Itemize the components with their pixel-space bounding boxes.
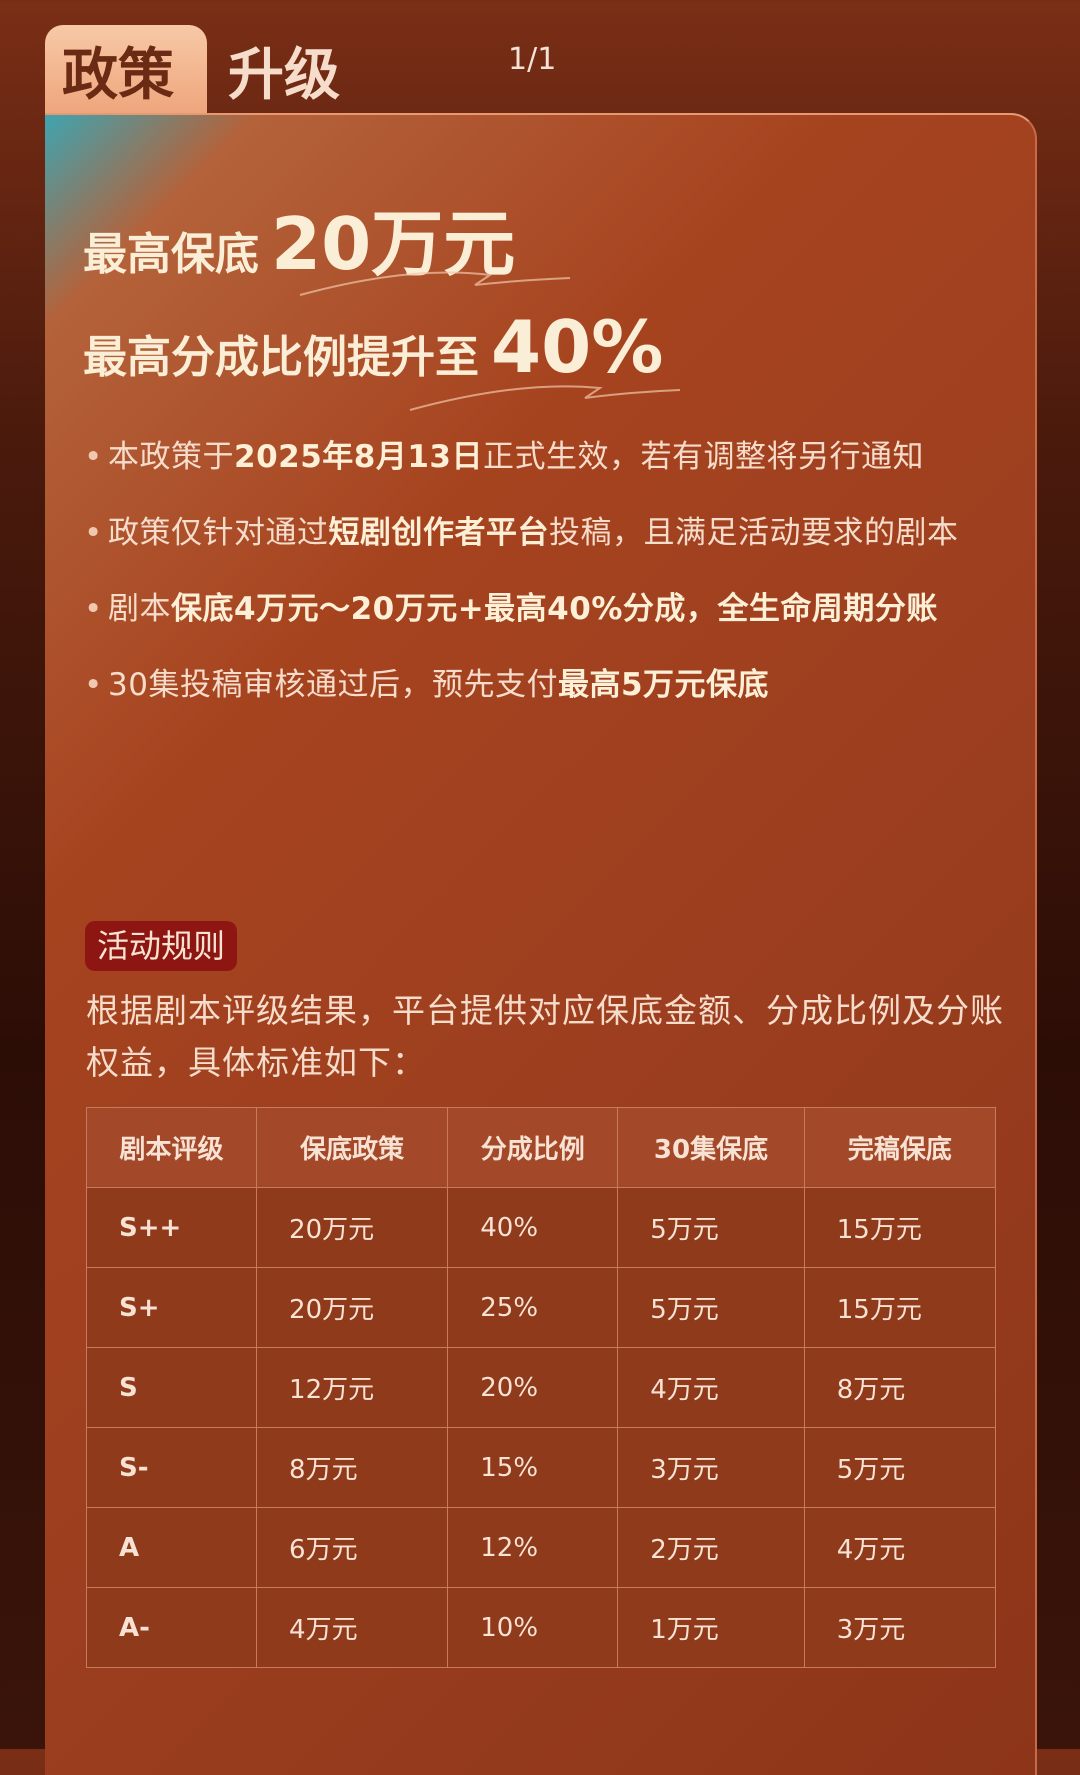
decorative-squiggle — [409, 385, 681, 411]
table-row: A 6万元 12% 2万元 4万元 — [85, 1507, 997, 1588]
table-row: S 12万元 20% 4万元 8万元 — [85, 1347, 997, 1428]
bullet-dot-icon: • — [84, 591, 103, 627]
policy-bullet: • 剧本保底4万元～20万元+最高40%分成，全生命周期分账 — [84, 584, 999, 635]
policy-bullet-list: • 本政策于2025年8月13日正式生效，若有调整将另行通知 • 政策仅针对通过短剧创… — [84, 432, 999, 736]
policy-bullet: • 政策仅针对通过短剧创作者平台投稿，且满足活动要求的剧本 — [84, 508, 999, 559]
table-header-cell: 保底政策 — [256, 1107, 449, 1188]
hero-line-2-value: 40% — [491, 305, 664, 389]
table-cell: 12万元 — [256, 1347, 449, 1428]
bullet-text: 剧本保底4万元～20万元+最高40%分成，全生命周期分账 — [108, 584, 938, 635]
table-cell: 5万元 — [617, 1187, 805, 1268]
table-cell: 15万元 — [803, 1187, 997, 1268]
bullet-highlight: 短剧创作者平台 — [328, 515, 549, 551]
bullet-dot-icon: • — [84, 515, 103, 551]
table-header-cell: 完稿保底 — [803, 1107, 997, 1188]
header-title-main: 政策 — [62, 42, 174, 108]
hero-line-1-value: 20万元 — [271, 202, 516, 286]
bullet-segment: 投稿，且满足活动要求的剧本 — [549, 515, 959, 551]
header-title-sub: 升级 — [228, 42, 340, 108]
table-header-cell: 分成比例 — [447, 1107, 619, 1188]
bullet-highlight: 2025年8月13日 — [234, 439, 483, 475]
rating-cell: S — [85, 1347, 258, 1428]
bullet-text: 30集投稿审核通过后，预先支付最高5万元保底 — [108, 660, 769, 711]
table-cell: 8万元 — [803, 1347, 997, 1428]
bullet-segment: 剧本 — [108, 591, 171, 627]
bullet-dot-icon: • — [84, 439, 103, 475]
table-cell: 20万元 — [256, 1187, 449, 1268]
table-row: A- 4万元 10% 1万元 3万元 — [85, 1587, 997, 1668]
rating-cell: S+ — [85, 1267, 258, 1348]
table-cell: 15万元 — [803, 1267, 997, 1348]
table-cell: 2万元 — [617, 1507, 805, 1588]
bullet-dot-icon: • — [84, 667, 103, 703]
table-cell: 5万元 — [803, 1427, 997, 1508]
page-indicator: 1/1 — [508, 42, 557, 77]
rating-cell: A- — [85, 1587, 258, 1668]
rating-cell: A — [85, 1507, 258, 1588]
table-cell: 15% — [447, 1427, 619, 1508]
header-tab-background — [45, 25, 207, 115]
table-header-cell: 剧本评级 — [85, 1107, 258, 1188]
bullet-highlight: 保底4万元～20万元+最高40%分成，全生命周期分账 — [171, 591, 938, 627]
table-cell: 4万元 — [617, 1347, 805, 1428]
table-cell: 10% — [447, 1587, 619, 1668]
rules-description: 根据剧本评级结果，平台提供对应保底金额、分成比例及分账权益，具体标准如下： — [86, 991, 1004, 1082]
table-header-cell: 30集保底 — [617, 1107, 805, 1188]
bullet-text: 政策仅针对通过短剧创作者平台投稿，且满足活动要求的剧本 — [108, 508, 959, 559]
bullet-text: 本政策于2025年8月13日正式生效，若有调整将另行通知 — [108, 432, 924, 483]
policy-bullet: • 30集投稿审核通过后，预先支付最高5万元保底 — [84, 660, 999, 711]
table-cell: 6万元 — [256, 1507, 449, 1588]
table-cell: 20% — [447, 1347, 619, 1428]
rating-table: 剧本评级 保底政策 分成比例 30集保底 完稿保底 S++ 20万元 40% 5万元 15万元 S… — [85, 1107, 997, 1668]
table-cell: 25% — [447, 1267, 619, 1348]
table-row: S- 8万元 15% 3万元 5万元 — [85, 1427, 997, 1508]
hero-line-2: 最高分成比例提升至 40% — [83, 305, 663, 389]
table-cell: 12% — [447, 1507, 619, 1588]
table-header-row: 剧本评级 保底政策 分成比例 30集保底 完稿保底 — [85, 1107, 997, 1188]
bullet-highlight: 最高5万元保底 — [557, 667, 770, 703]
table-cell: 20万元 — [256, 1267, 449, 1348]
table-cell: 8万元 — [256, 1427, 449, 1508]
table-cell: 3万元 — [617, 1427, 805, 1508]
decorative-squiggle — [299, 271, 571, 296]
bullet-segment: 30集投稿审核通过后，预先支付 — [108, 667, 558, 703]
bullet-segment: 政策仅针对通过 — [108, 515, 329, 551]
bullet-segment: 本政策于 — [108, 439, 234, 475]
rules-badge: 活动规则 — [85, 921, 238, 971]
table-cell: 4万元 — [803, 1507, 997, 1588]
rating-cell: S- — [85, 1427, 258, 1508]
bullet-segment: 正式生效，若有调整将另行通知 — [483, 439, 924, 475]
table-cell: 3万元 — [803, 1587, 997, 1668]
hero-line-2-prefix: 最高分成比例提升至 — [83, 332, 479, 383]
table-cell: 4万元 — [256, 1587, 449, 1668]
policy-bullet: • 本政策于2025年8月13日正式生效，若有调整将另行通知 — [84, 432, 999, 483]
table-row: S+ 20万元 25% 5万元 15万元 — [85, 1267, 997, 1348]
table-cell: 5万元 — [617, 1267, 805, 1348]
table-row: S++ 20万元 40% 5万元 15万元 — [85, 1187, 997, 1268]
hero-line-1: 最高保底 20万元 — [83, 185, 515, 290]
table-cell: 1万元 — [617, 1587, 805, 1668]
rating-cell: S++ — [85, 1187, 258, 1268]
hero-line-1-prefix: 最高保底 — [83, 229, 259, 280]
table-cell: 40% — [447, 1187, 619, 1268]
